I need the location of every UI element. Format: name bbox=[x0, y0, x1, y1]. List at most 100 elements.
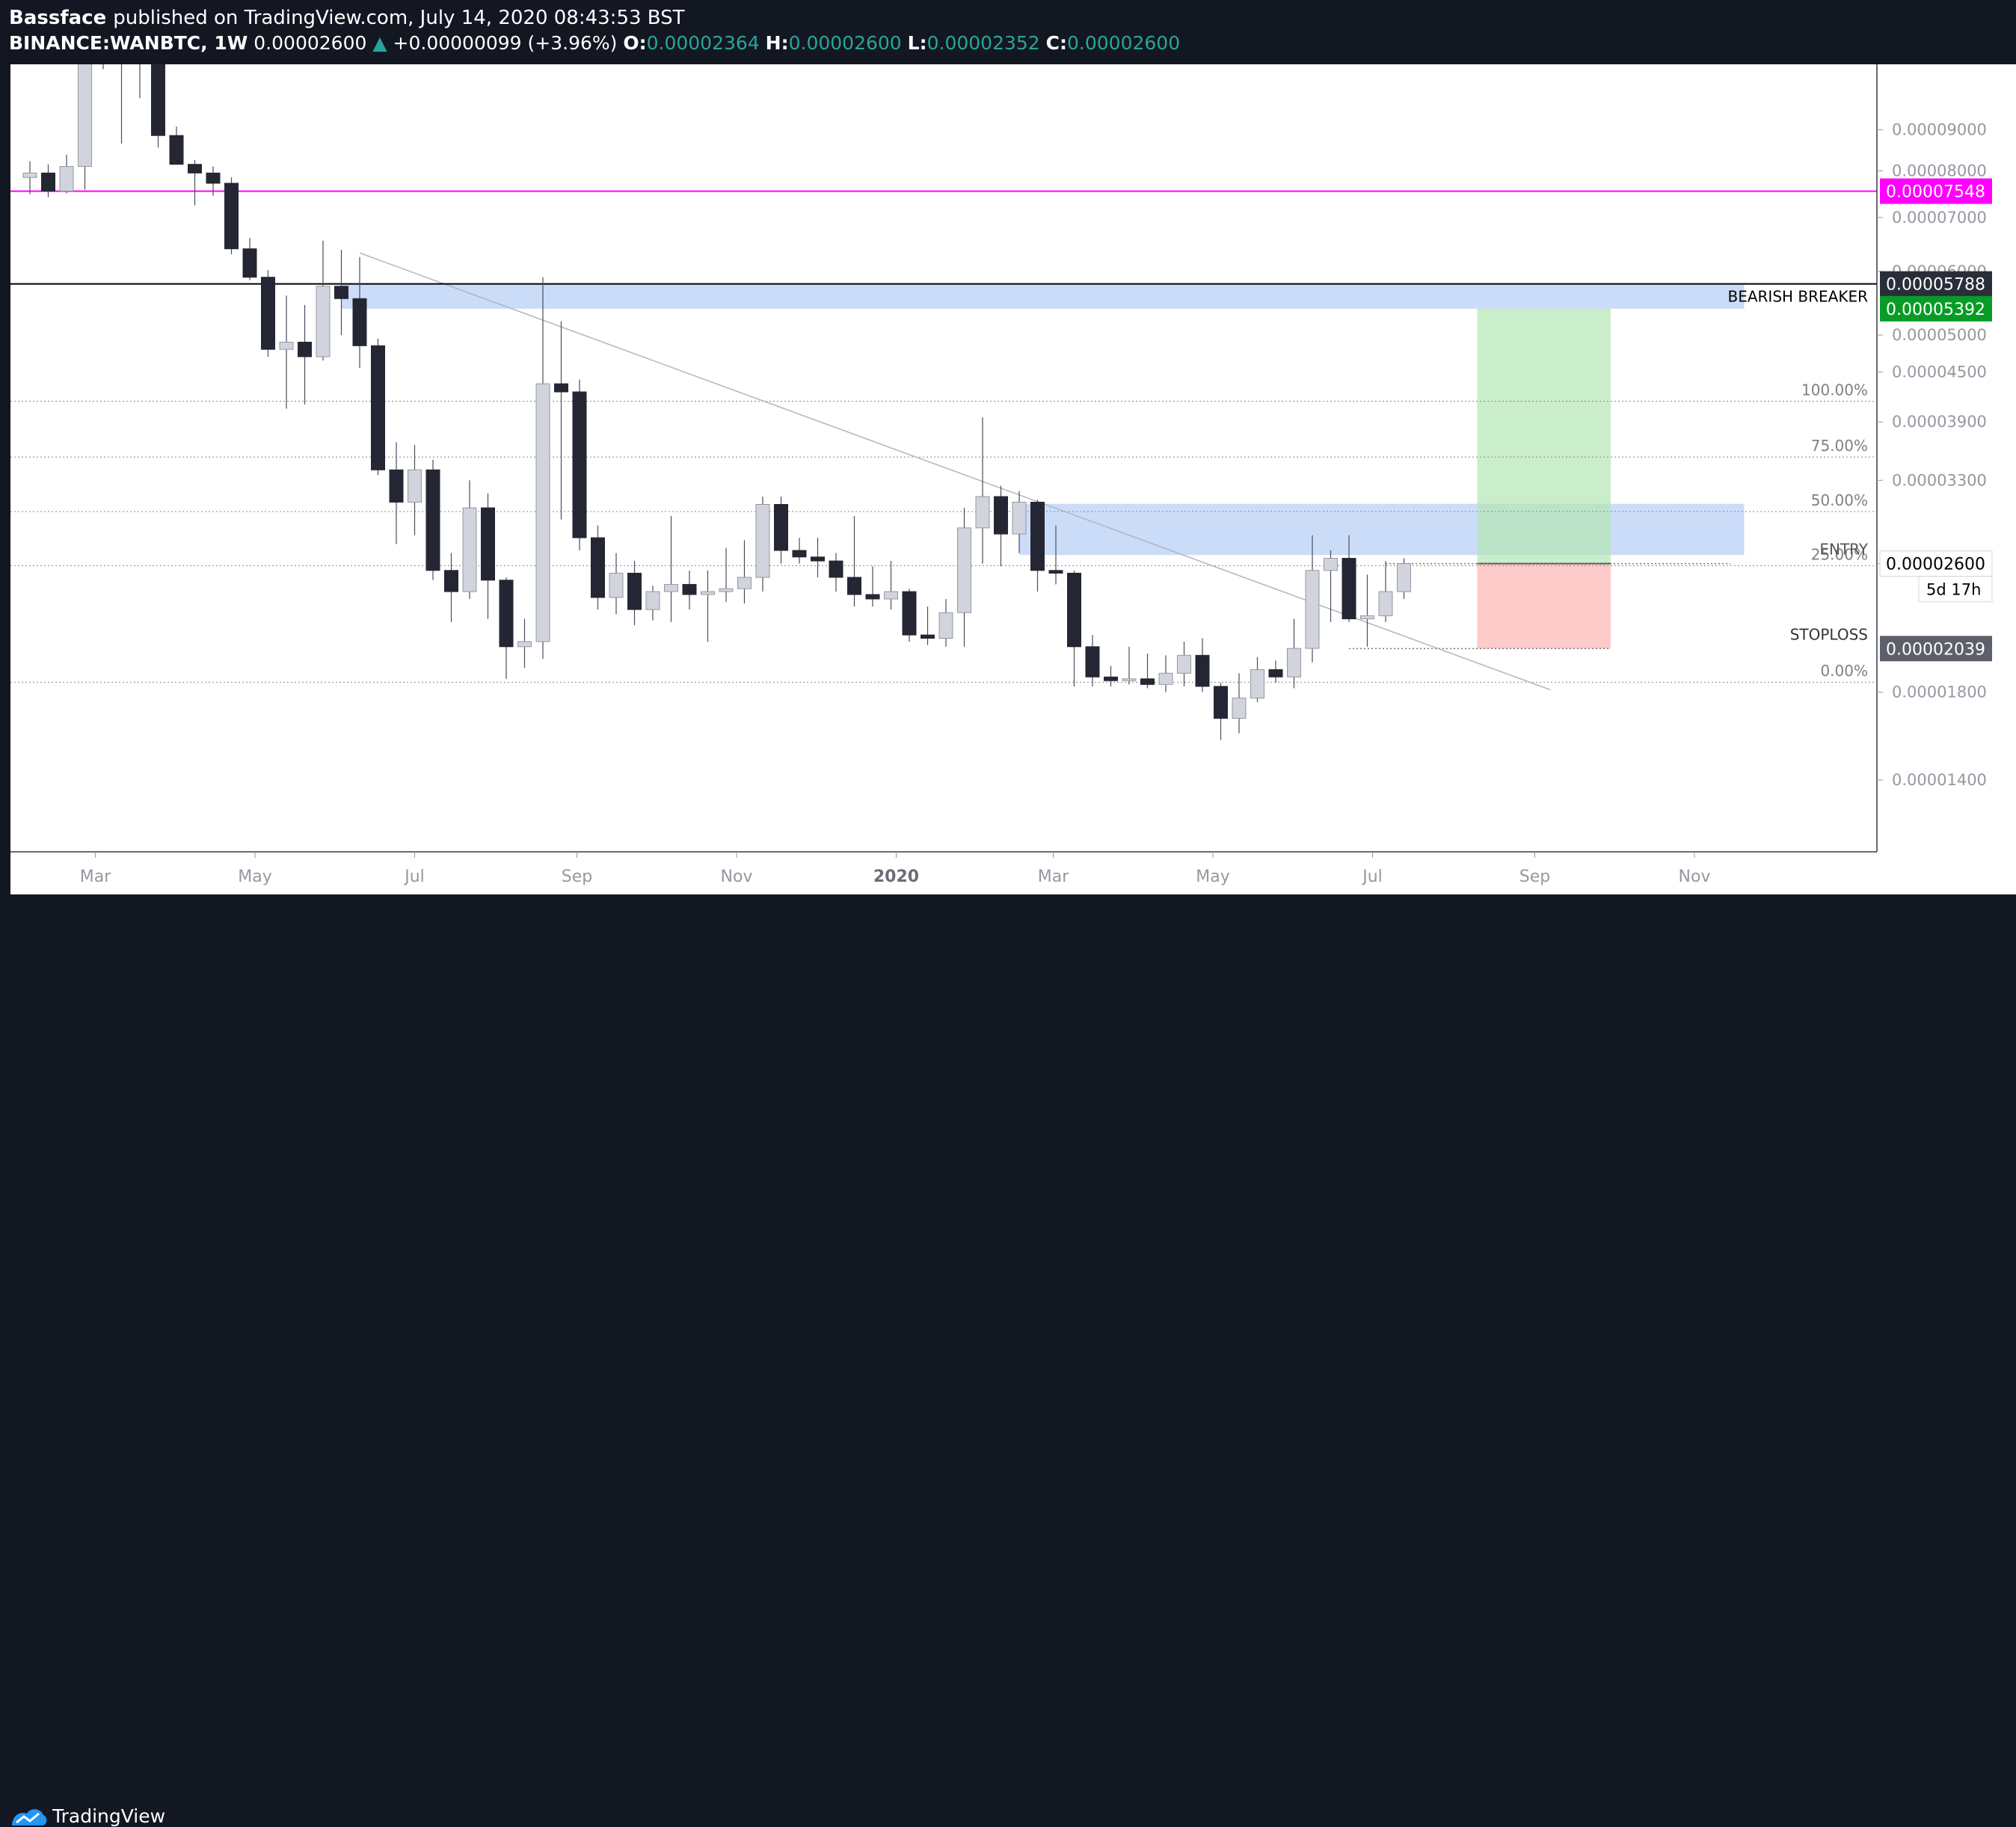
candle-body-44 bbox=[829, 560, 843, 578]
last-price: 0.00002600 bbox=[253, 32, 367, 54]
candle-body-73 bbox=[1360, 615, 1374, 620]
candle-body-2 bbox=[59, 166, 74, 191]
price-tick-label-4: 0.00003900 bbox=[1892, 413, 1987, 431]
low-label: L: bbox=[907, 32, 927, 54]
close-label: C: bbox=[1045, 32, 1068, 54]
candle-body-41 bbox=[774, 504, 788, 551]
candle-body-66 bbox=[1232, 697, 1247, 719]
chart-footer: TradingView bbox=[0, 894, 2016, 1827]
time-tick-label-9: Sep bbox=[1519, 868, 1550, 886]
candle-body-3 bbox=[78, 64, 92, 168]
candle-body-72 bbox=[1342, 558, 1356, 620]
candle-body-13 bbox=[261, 277, 275, 350]
author-name[interactable]: Bassface bbox=[9, 7, 107, 29]
zone-1 bbox=[1019, 503, 1745, 556]
candle-body-27 bbox=[517, 641, 532, 648]
candle-body-19 bbox=[371, 345, 385, 470]
candle-body-49 bbox=[921, 634, 935, 639]
fib-label-1: 75.00% bbox=[1811, 437, 1868, 455]
publish-info: Bassface published on TradingView.com, J… bbox=[9, 7, 685, 29]
candle-body-55 bbox=[1030, 501, 1045, 571]
time-tick-label-8: Jul bbox=[1361, 868, 1383, 886]
candle-body-24 bbox=[462, 507, 477, 592]
close-value: 0.00002600 bbox=[1067, 32, 1181, 54]
time-tick-label-3: Sep bbox=[562, 868, 592, 886]
candle-body-47 bbox=[884, 591, 898, 600]
candle-body-58 bbox=[1085, 646, 1100, 678]
price-label-breaker-box bbox=[1880, 271, 1992, 297]
candle-body-28 bbox=[535, 383, 550, 642]
candle-body-61 bbox=[1140, 678, 1155, 685]
candle-body-53 bbox=[994, 496, 1008, 535]
tradingview-brand[interactable]: TradingView bbox=[10, 1805, 165, 1827]
candle-body-22 bbox=[425, 469, 440, 571]
price-tick-label-6: 0.00005000 bbox=[1892, 326, 1987, 344]
price-chart[interactable]: 100.00% 75.00% 50.00% 25.00% 0.00% BEARISH BR… bbox=[10, 64, 2016, 894]
price-change: +0.00000099 (+3.96%) bbox=[393, 32, 618, 54]
time-tick-label-7: May bbox=[1196, 868, 1229, 886]
change-up-icon: ▲ bbox=[372, 32, 387, 54]
price-label-magenta-box bbox=[1880, 178, 1992, 204]
time-tick-label-4: Nov bbox=[721, 868, 753, 886]
candle-body-31 bbox=[591, 537, 605, 598]
candle-body-38 bbox=[719, 588, 734, 592]
candle-body-69 bbox=[1287, 648, 1301, 678]
candle-body-52 bbox=[975, 496, 990, 529]
candle-body-30 bbox=[572, 391, 587, 538]
chart-header: Bassface published on TradingView.com, J… bbox=[0, 0, 2016, 64]
fib-label-0: 100.00% bbox=[1801, 381, 1868, 399]
candle-body-46 bbox=[865, 594, 880, 600]
candle-body-21 bbox=[408, 469, 422, 503]
candle-body-67 bbox=[1250, 669, 1264, 698]
candle-body-70 bbox=[1305, 570, 1320, 649]
price-label-target-box bbox=[1880, 295, 1992, 322]
countdown-label: 5d 17h bbox=[1926, 581, 1981, 599]
price-label-current: 0.00002600 bbox=[1886, 556, 1985, 574]
candle-body-7 bbox=[151, 64, 165, 136]
chart-background bbox=[10, 64, 2016, 894]
candle-body-36 bbox=[682, 583, 697, 595]
time-axis-background bbox=[10, 852, 2016, 894]
position-profit-zone bbox=[1477, 308, 1611, 564]
candle-body-20 bbox=[389, 469, 404, 503]
price-label-magenta: 0.00007548 bbox=[1886, 183, 1985, 202]
candle-body-63 bbox=[1177, 654, 1191, 674]
low-value: 0.00002352 bbox=[926, 32, 1040, 54]
time-tick-label-5: 2020 bbox=[873, 868, 919, 886]
price-label-stoploss: 0.00002039 bbox=[1886, 640, 1985, 659]
candle-body-32 bbox=[609, 572, 624, 598]
fib-label-3: 25.00% bbox=[1811, 545, 1868, 563]
price-tick-label-0: 0.00001400 bbox=[1892, 771, 1987, 789]
price-tick-label-8: 0.00007000 bbox=[1892, 209, 1987, 227]
price-label-target: 0.00005392 bbox=[1886, 301, 1985, 319]
candle-body-9 bbox=[188, 164, 202, 174]
candle-body-11 bbox=[224, 182, 239, 250]
candle-body-26 bbox=[499, 580, 514, 648]
candle-body-40 bbox=[755, 504, 770, 578]
candle-body-64 bbox=[1195, 654, 1210, 687]
candle-body-57 bbox=[1067, 572, 1081, 648]
candle-body-16 bbox=[316, 286, 331, 357]
fib-label-2: 50.00% bbox=[1811, 491, 1868, 509]
candle-body-50 bbox=[938, 612, 953, 639]
publish-text: published on TradingView.com, July 14, 2… bbox=[113, 7, 685, 29]
candle-body-29 bbox=[554, 383, 568, 393]
candle-body-48 bbox=[902, 591, 917, 636]
countdown-box bbox=[1918, 576, 1993, 603]
high-value: 0.00002600 bbox=[788, 32, 902, 54]
candle-body-1 bbox=[41, 172, 55, 191]
candle-body-8 bbox=[169, 135, 184, 165]
symbol-info: BINANCE:WANBTC, 1W 0.00002600 ▲ +0.00000… bbox=[9, 32, 1180, 54]
time-tick-label-6: Mar bbox=[1038, 868, 1069, 886]
candle-body-18 bbox=[352, 298, 367, 346]
candle-body-51 bbox=[957, 527, 971, 613]
candle-body-34 bbox=[645, 591, 660, 610]
candle-body-23 bbox=[444, 570, 458, 592]
high-label: H: bbox=[765, 32, 789, 54]
price-tick-label-5: 0.00004500 bbox=[1892, 363, 1987, 381]
time-tick-label-10: Nov bbox=[1679, 868, 1711, 886]
candle-body-74 bbox=[1378, 591, 1393, 616]
chart-area[interactable]: 100.00% 75.00% 50.00% 25.00% 0.00% BEARISH BR… bbox=[10, 64, 2016, 894]
time-tick-label-2: Jul bbox=[403, 868, 425, 886]
price-label-breaker: 0.00005788 bbox=[1886, 276, 1985, 295]
